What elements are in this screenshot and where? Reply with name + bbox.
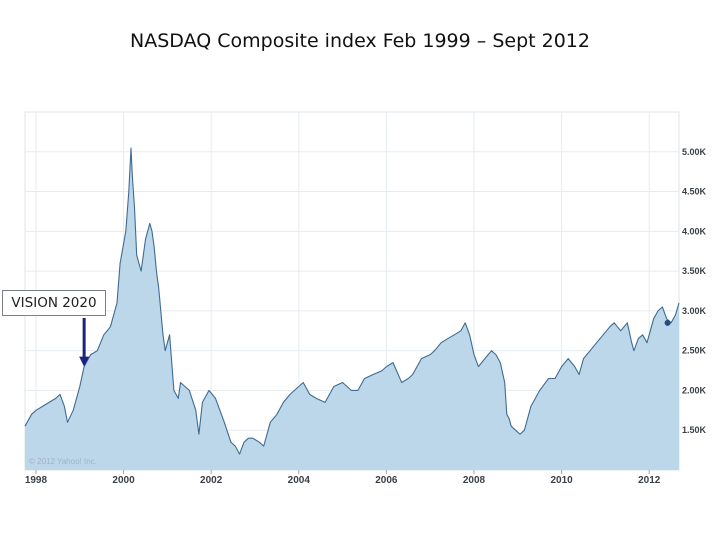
- x-tick-label: 2002: [200, 475, 223, 486]
- series-area: [25, 148, 679, 470]
- x-tick-label: 2004: [288, 475, 311, 486]
- y-tick-label: 3.50K: [682, 266, 707, 276]
- x-tick-label: 2012: [638, 475, 661, 486]
- y-tick-label: 4.50K: [682, 187, 707, 197]
- x-tick-label: 1998: [25, 475, 48, 486]
- vision-2020-callout: VISION 2020: [2, 290, 106, 316]
- page-title: NASDAQ Composite index Feb 1999 – Sept 2…: [130, 30, 590, 52]
- annotation-arrow-head: [79, 356, 90, 367]
- series-line: [24, 147, 680, 455]
- y-tick-label: 4.00K: [682, 226, 707, 236]
- x-tick-label: 2000: [112, 475, 135, 486]
- x-tick-label: 2006: [375, 475, 398, 486]
- y-tick-label: 5.00K: [682, 147, 707, 157]
- x-tick-label: 2008: [463, 475, 486, 486]
- y-tick-label: 2.00K: [682, 385, 707, 395]
- watermark: © 2012 Yahoo! Inc.: [29, 457, 97, 466]
- current-value-marker: [664, 319, 671, 326]
- x-tick-label: 2010: [550, 475, 573, 486]
- y-tick-label: 2.50K: [682, 346, 707, 356]
- y-tick-label: 1.50K: [682, 425, 707, 435]
- y-tick-label: 3.00K: [682, 306, 707, 316]
